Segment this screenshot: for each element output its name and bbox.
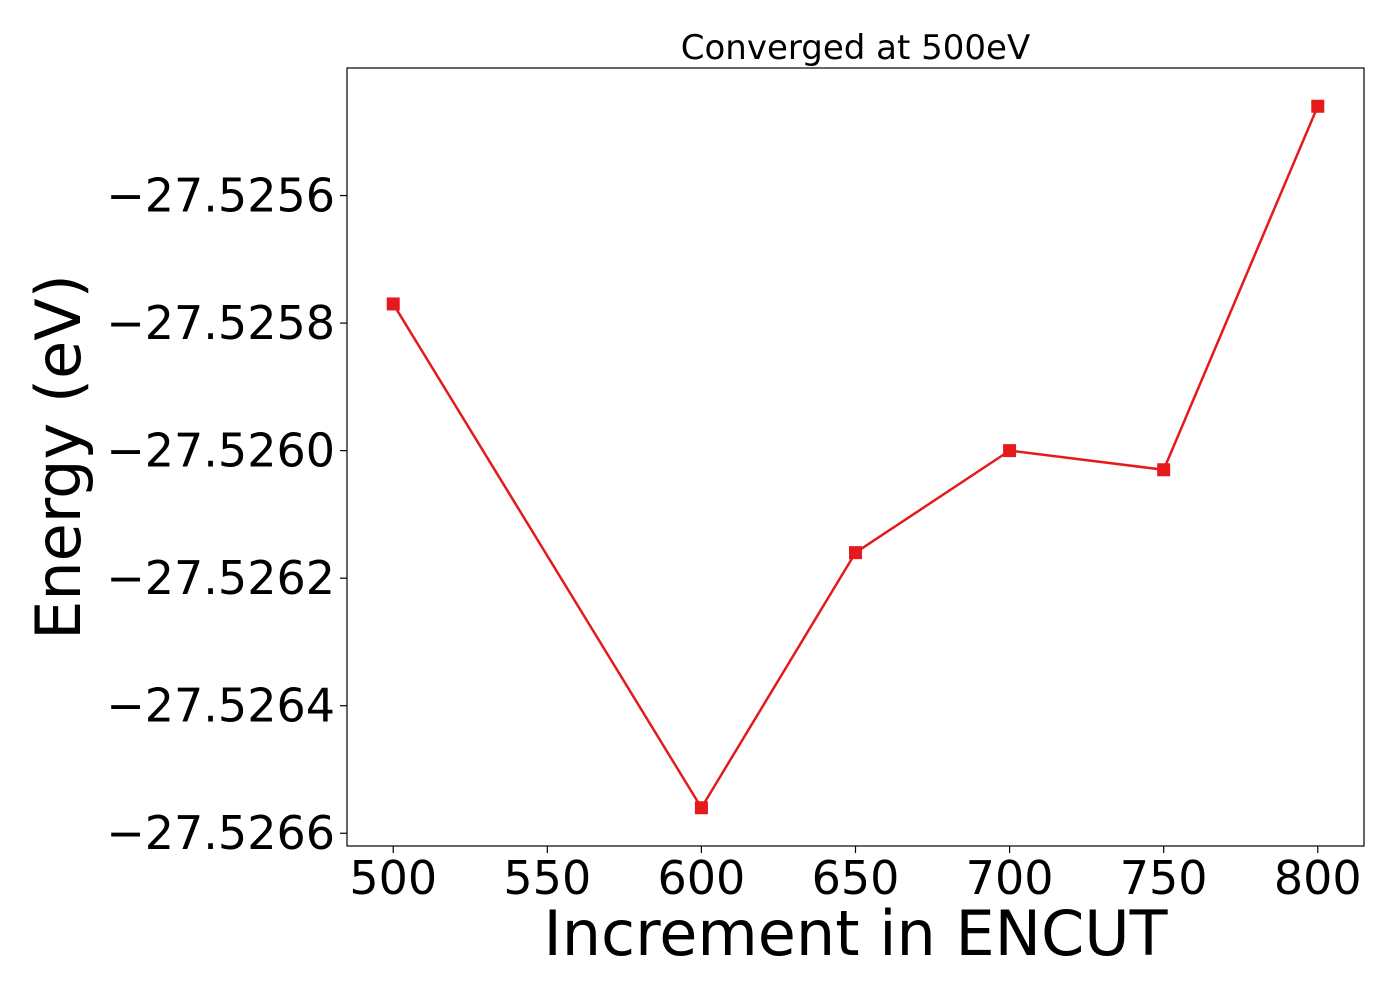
y-axis-title: Energy (eV) (22, 274, 95, 640)
y-tick-label: −27.5266 (106, 806, 335, 860)
x-tick-label: 800 (1274, 851, 1362, 905)
data-point-marker (1003, 444, 1017, 458)
x-tick-label: 600 (658, 851, 746, 905)
y-tick-label: −27.5264 (106, 679, 335, 733)
data-point-marker (694, 801, 708, 815)
data-point-marker (386, 297, 400, 311)
chart-title: Converged at 500eV (681, 28, 1030, 68)
x-tick-label: 750 (1120, 851, 1208, 905)
axes-frame (346, 67, 1365, 847)
series-line (392, 105, 1319, 809)
data-point-marker (849, 546, 862, 560)
y-tick-label: −27.5258 (106, 296, 335, 350)
y-tick-label: −27.5256 (106, 169, 335, 223)
x-tick-label: 500 (349, 851, 437, 905)
data-point-marker (1311, 99, 1325, 113)
y-tick-label: −27.5262 (106, 551, 335, 605)
x-tick-label: 700 (966, 851, 1054, 905)
y-tick-label: −27.5260 (106, 424, 335, 478)
x-axis-title: Increment in ENCUT (543, 897, 1168, 970)
x-tick-label: 550 (503, 851, 591, 905)
data-point-marker (1157, 463, 1171, 477)
x-tick-label: 650 (812, 851, 900, 905)
